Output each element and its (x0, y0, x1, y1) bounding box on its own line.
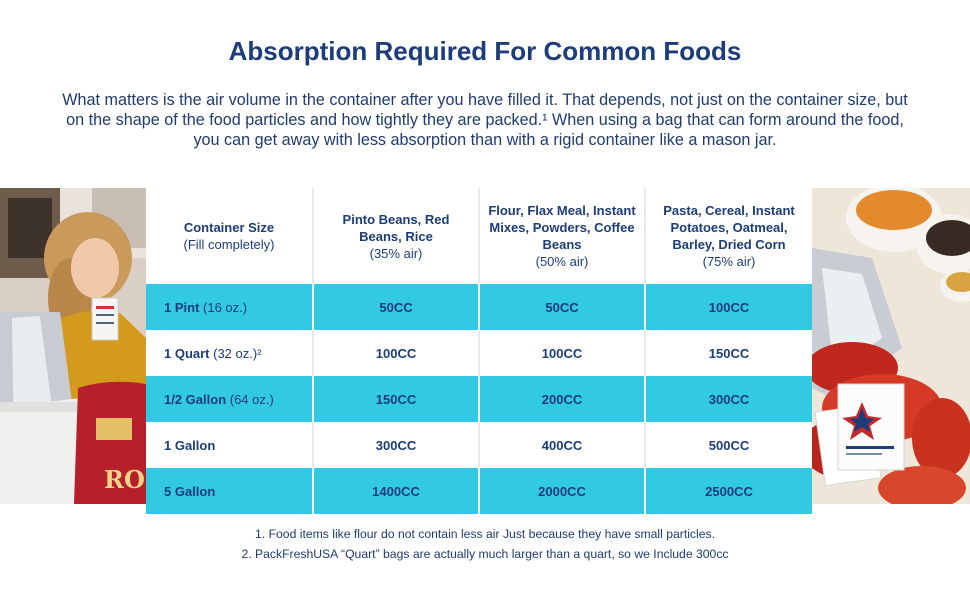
value-cell: 150CC (312, 376, 479, 422)
dried-foods-and-packets-photo (812, 188, 970, 504)
footnotes: 1. Food items like flour do not contain … (0, 524, 970, 564)
size-unit: (16 oz.) (199, 299, 248, 315)
header-container-size: Container Size (Fill completely) (146, 188, 313, 284)
size-label: 1 Quart (164, 345, 210, 361)
size-label: 1/2 Gallon (164, 391, 227, 407)
header-label: Container Size (183, 220, 275, 235)
size-label: 5 Gallon (164, 483, 216, 499)
container-size-cell: 1/2 Gallon (64 oz.) (146, 376, 313, 422)
table-row: 1 Gallon 300CC 400CC 500CC (146, 422, 812, 468)
absorption-table: Container Size (Fill completely) Pinto B… (146, 188, 812, 514)
container-size-cell: 1 Pint (16 oz.) (146, 284, 313, 330)
header-note: (75% air) (702, 254, 756, 269)
container-size-cell: 5 Gallon (146, 468, 313, 514)
value-cell: 50CC (312, 284, 479, 330)
table-row: 1 Quart (32 oz.)² 100CC 100CC 150CC (146, 330, 812, 376)
value-cell: 100CC (644, 284, 812, 330)
table-row: 5 Gallon 1400CC 2000CC 2500CC (146, 468, 812, 514)
value-cell: 150CC (644, 330, 812, 376)
size-label: 1 Gallon (164, 437, 216, 453)
value-cell: 50CC (478, 284, 645, 330)
table-row: 1/2 Gallon (64 oz.) 150CC 200CC 300CC (146, 376, 812, 422)
header-note: (35% air) (369, 245, 423, 261)
value-cell: 500CC (644, 422, 812, 468)
header-pasta-cereal: Pasta, Cereal, Instant Potatoes, Oatmeal… (644, 188, 812, 284)
size-label: 1 Pint (164, 299, 200, 315)
value-cell: 100CC (478, 330, 645, 376)
header-label: Pasta, Cereal, Instant Potatoes, Oatmeal… (663, 203, 795, 252)
page-title: Absorption Required For Common Foods (228, 36, 742, 66)
table-row: 1 Pint (16 oz.) 50CC 50CC 100CC (146, 284, 812, 330)
header-beans-rice: Pinto Beans, Red Beans, Rice (35% air) (312, 188, 479, 284)
footnote-1: 1. Food items like flour do not contain … (255, 527, 715, 541)
value-cell: 2500CC (644, 468, 812, 514)
container-size-cell: 1 Gallon (146, 422, 313, 468)
container-size-cell: 1 Quart (32 oz.)² (146, 330, 313, 376)
svg-text:RO: RO (104, 465, 145, 494)
header-label: Pinto Beans, Red Beans, Rice (342, 211, 450, 244)
value-cell: 100CC (312, 330, 479, 376)
intro-paragraph: What matters is the air volume in the co… (62, 91, 908, 149)
value-cell: 1400CC (312, 468, 479, 514)
header-label: Flour, Flax Meal, Instant Mixes, Powders… (488, 203, 636, 252)
header-note: (Fill completely) (183, 237, 275, 252)
size-unit: (32 oz.)² (209, 345, 262, 361)
value-cell: 400CC (478, 422, 645, 468)
value-cell: 300CC (312, 422, 479, 468)
value-cell: 200CC (478, 376, 645, 422)
footnote-2: 2. PackFreshUSA “Quart” bags are actuall… (241, 547, 729, 561)
header-flour-powders: Flour, Flax Meal, Instant Mixes, Powders… (478, 188, 645, 284)
header-note: (50% air) (535, 254, 589, 269)
value-cell: 300CC (644, 376, 812, 422)
woman-with-storage-bucket-photo: RO (0, 188, 146, 504)
value-cell: 2000CC (478, 468, 645, 514)
size-unit: (64 oz.) (226, 391, 274, 407)
table-header-row: Container Size (Fill completely) Pinto B… (146, 188, 812, 284)
